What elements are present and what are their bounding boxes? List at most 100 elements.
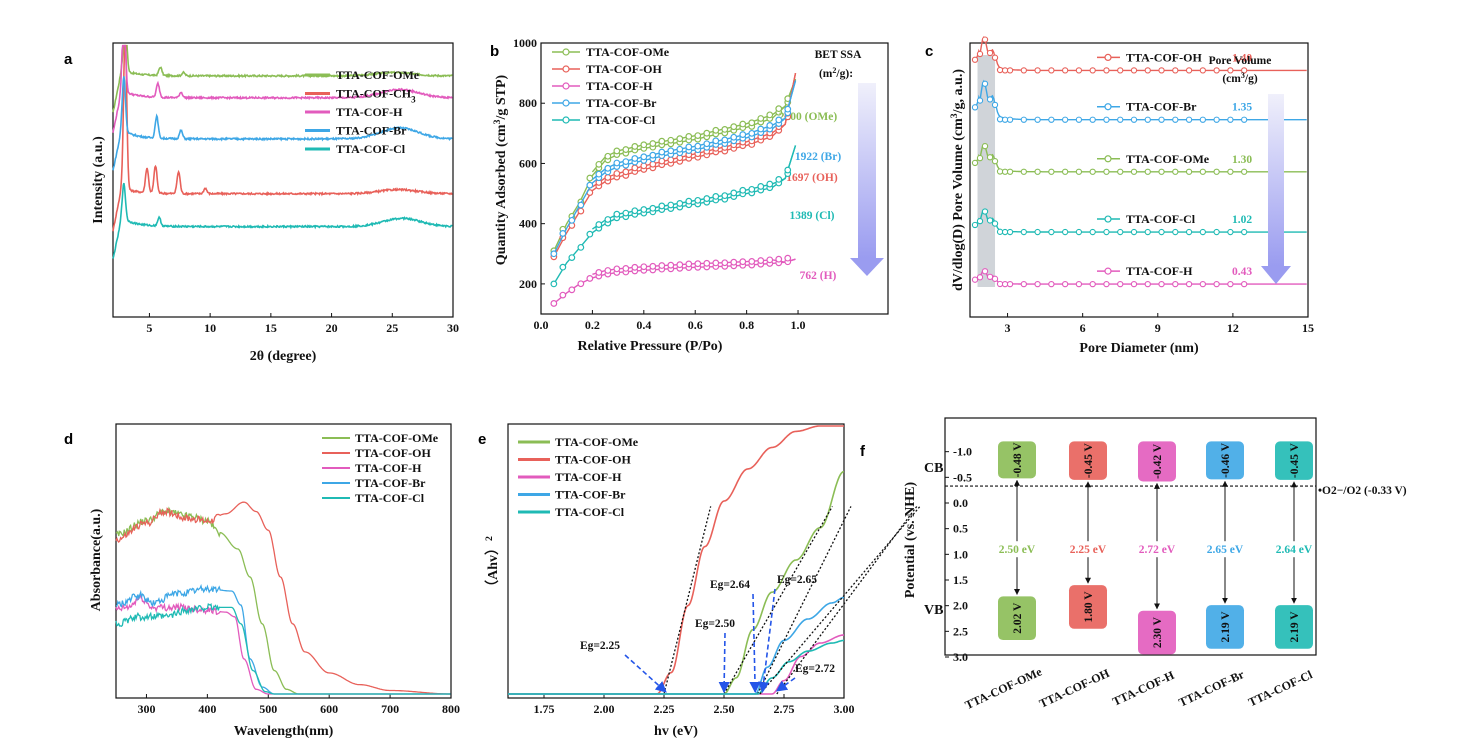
data-point-h: [976, 274, 984, 281]
data-point-ome: [748, 119, 756, 127]
data-point-ome: [1213, 168, 1220, 175]
data-point-ome: [1075, 168, 1083, 175]
data-point-ome: [703, 129, 711, 137]
data-point-ome: [1130, 168, 1138, 175]
vb-block-oh: [1069, 585, 1107, 629]
panel-f-ytick-label: -0.5: [953, 470, 972, 484]
panel-letter-a: a: [64, 51, 73, 68]
panel-f-ytick-label: -1.0: [953, 445, 972, 459]
data-point-br: [1199, 116, 1206, 123]
series-label-h: TTA-COF-H: [1126, 264, 1193, 278]
data-point-oh: [1199, 67, 1206, 74]
data-point-cl: [1006, 228, 1014, 236]
data-point-cl: [631, 207, 639, 215]
data-point-h: [1213, 280, 1220, 288]
gap-label-h: 2.72 eV: [1139, 544, 1176, 556]
legend-label-br: TTA-COF-Br: [555, 488, 626, 502]
pore-volume-oh: 1.40: [1232, 52, 1252, 64]
category-label-oh: TTA-COF-OH: [1037, 666, 1112, 711]
panel-c-frame: [969, 42, 1309, 318]
panel-f-ytick-label: 2.0: [953, 599, 968, 613]
data-point-oh: [1075, 67, 1083, 74]
cb-label: CB: [924, 461, 943, 476]
panel-a-xtick-label: 25: [386, 321, 398, 335]
data-point-br: [649, 151, 657, 159]
data-point-h: [604, 267, 612, 274]
data-point-h: [1034, 280, 1041, 288]
panel-letter-f: f: [860, 443, 866, 460]
data-point-br: [1172, 116, 1179, 123]
data-point-br: [1241, 116, 1248, 123]
data-point-br: [730, 133, 738, 141]
data-point-ome: [667, 136, 675, 144]
panel-b-annotation-unit-part: /g):: [835, 68, 853, 80]
data-point-h: [703, 259, 711, 267]
legend-marker-ome: [1104, 155, 1112, 163]
data-point-br: [1213, 116, 1220, 123]
cb-block-h: [1138, 441, 1176, 482]
series-line-h: [508, 634, 845, 695]
data-point-cl: [1061, 228, 1069, 236]
series-line-br: [115, 583, 451, 695]
data-point-ome: [721, 125, 729, 133]
eg-arrow: [749, 593, 761, 694]
panel-letter-c: c: [925, 43, 933, 60]
data-point-h: [712, 259, 720, 267]
data-point-h: [658, 262, 666, 269]
panel-d-frame: [115, 423, 452, 699]
data-point-br: [1185, 116, 1193, 123]
data-point-oh: [1006, 67, 1014, 74]
data-point-oh: [991, 54, 999, 61]
panel-b-ylabel-part: 3: [492, 119, 503, 124]
data-point-br: [1117, 116, 1124, 123]
data-point-h: [1172, 280, 1179, 288]
data-point-cl: [577, 243, 585, 251]
gap-label-cl: 2.64 eV: [1276, 544, 1313, 556]
pore-volume-br: 1.35: [1232, 102, 1252, 114]
data-point-cl: [694, 196, 702, 204]
panel-d-ylabel: Absorbance(a.u.): [89, 508, 104, 611]
legend-label-br: TTA-COF-Br: [355, 476, 426, 490]
data-point-br: [568, 216, 576, 224]
legend-label-oh: TTA-COF-OH: [586, 62, 662, 76]
data-point-oh: [577, 207, 585, 215]
data-point-br: [748, 129, 756, 137]
data-point-oh: [640, 162, 648, 170]
series-label-oh: TTA-COF-OH: [1126, 50, 1202, 64]
data-point-cl: [986, 217, 994, 224]
legend-label-oh: TTA-COF-OH: [555, 453, 631, 467]
legend-label-cl: TTA-COF-Cl: [336, 142, 406, 156]
eg-label: Eg=2.64: [710, 579, 750, 591]
reference-label: •O2−/O2 (-0.33 V): [1318, 485, 1407, 497]
data-point-br: [703, 140, 711, 148]
data-point-oh: [986, 49, 994, 57]
panel-b-xtick-label: 1.0: [791, 318, 806, 332]
data-point-oh: [613, 170, 621, 177]
data-point-cl: [622, 209, 630, 217]
eg-arrow: [624, 654, 667, 693]
data-point-h: [748, 258, 756, 265]
panel-d: d 300 400 500 600 700 800 Wavelength(nm) Absorba…: [64, 423, 460, 739]
data-point-ome: [1158, 168, 1165, 175]
data-point-br: [1034, 116, 1041, 123]
data-point-oh: [667, 156, 675, 164]
data-point-oh: [1001, 67, 1009, 74]
panel-d-xtick-label: 300: [137, 702, 155, 716]
panel-e-xtick-label: 2.50: [714, 702, 735, 716]
data-point-h: [595, 269, 603, 276]
data-point-ome: [1172, 168, 1179, 175]
data-point-oh: [649, 160, 657, 168]
data-point-br: [996, 116, 1004, 123]
data-point-h: [1048, 280, 1055, 288]
data-point-oh: [1061, 67, 1069, 74]
panel-letter-b: b: [490, 43, 499, 60]
data-point-br: [559, 230, 567, 237]
panel-b-annotation-unit: (m2/g):: [819, 66, 853, 81]
panel-f-ylabel: Potential (vs. NHE): [903, 482, 918, 599]
data-point-ome: [649, 140, 657, 147]
data-point-br: [631, 155, 639, 162]
data-point-ome: [757, 115, 765, 122]
panel-a-xtick-label: 30: [447, 321, 459, 335]
data-point-oh: [631, 164, 639, 172]
data-point-ome: [996, 168, 1004, 175]
